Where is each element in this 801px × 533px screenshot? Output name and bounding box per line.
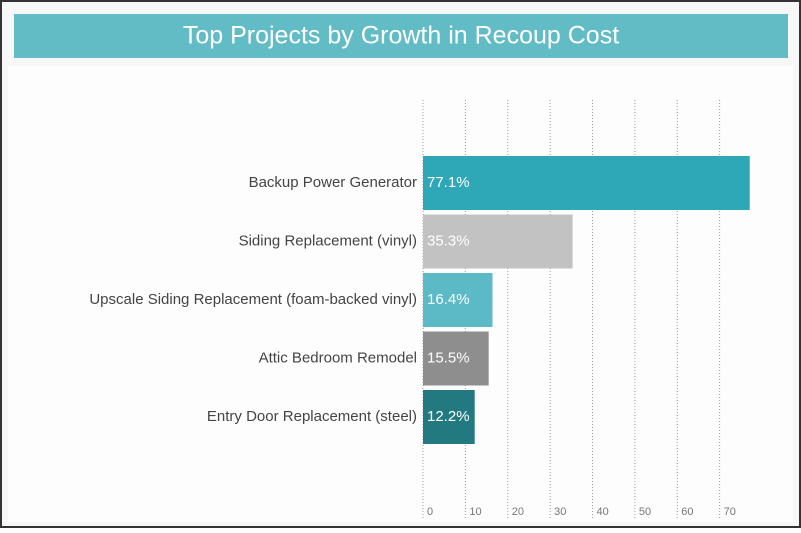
- value-label: 16.4%: [427, 291, 470, 308]
- x-tick-label: 10: [469, 506, 481, 518]
- x-tick-label: 50: [639, 506, 651, 518]
- title-bar: [14, 14, 788, 58]
- bar: [423, 156, 750, 210]
- y-tick-label: Backup Power Generator: [249, 174, 417, 191]
- x-tick-label: 40: [597, 506, 609, 518]
- y-tick-label: Siding Replacement (vinyl): [239, 232, 417, 249]
- chart-title: Top Projects by Growth in Recoup Cost: [183, 22, 619, 50]
- y-tick-label: Upscale Siding Replacement (foam-backed …: [89, 291, 417, 308]
- value-label: 12.2%: [427, 408, 470, 425]
- bar: [423, 390, 475, 444]
- y-tick-label: Entry Door Replacement (steel): [207, 408, 417, 425]
- x-tick-label: 30: [554, 506, 566, 518]
- plot-panel: [8, 66, 793, 522]
- x-tick-label: 70: [724, 506, 736, 518]
- x-tick-label: 20: [512, 506, 524, 518]
- x-tick-label: 0: [427, 506, 433, 518]
- value-label: 77.1%: [427, 174, 470, 191]
- bar: [423, 273, 493, 327]
- bar: [423, 331, 489, 386]
- value-label: 15.5%: [427, 349, 470, 366]
- x-tick-label: 60: [681, 506, 693, 518]
- y-tick-label: Attic Bedroom Remodel: [259, 349, 417, 366]
- bar: [423, 214, 573, 269]
- value-label: 35.3%: [427, 232, 470, 249]
